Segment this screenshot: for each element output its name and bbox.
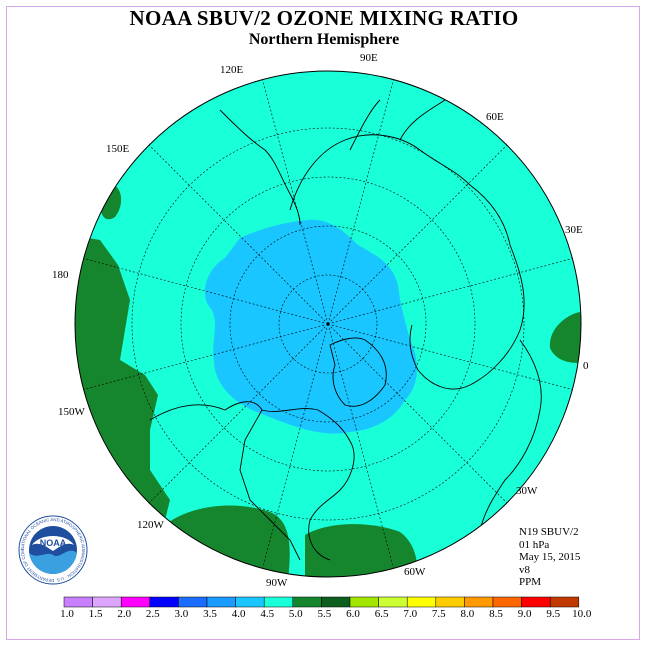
colorbar-swatch [178, 596, 208, 608]
colorbar-tick-label: 7.5 [431, 608, 446, 620]
colorbar-tick-label: 2.0 [117, 608, 132, 620]
lon-label-90e: 90E [360, 52, 378, 64]
noaa-logo: NOAA NATIONAL OCEANIC AND ATMOSPHERIC AD… [18, 515, 88, 585]
hemisphere-outline [74, 70, 582, 578]
colorbar-tick-label: 9.0 [517, 608, 532, 620]
lon-label-150e: 150E [106, 143, 130, 155]
high-region-pacific [75, 235, 170, 560]
info-level: 01 hPa [519, 538, 550, 551]
colorbar-swatch [321, 596, 351, 608]
latitude-circle-4 [131, 127, 525, 521]
lon-label-150w: 150W [58, 406, 86, 418]
coastline-asia-east [219, 109, 301, 226]
colorbar-swatch [435, 596, 465, 608]
info-units: PPM [519, 576, 542, 588]
colorbar-tick-label: 6.0 [346, 608, 360, 620]
colorbar-tick-label: 9.5 [546, 608, 561, 620]
colorbar-swatch [549, 596, 580, 608]
lon-label-60e: 60E [486, 111, 504, 123]
lon-label-120e: 120E [220, 64, 244, 76]
coastline-africa [479, 339, 542, 531]
colorbar-swatch [492, 596, 522, 608]
colorbar-tick-label: 10.0 [572, 608, 592, 620]
lon-label-180: 180 [52, 269, 69, 281]
logo-text: NOAA [40, 538, 67, 548]
lon-label-120w: 120W [137, 519, 165, 531]
high-region-atlantic [305, 524, 418, 577]
info-version: v8 [519, 563, 530, 576]
colorbar-tick-label: 8.5 [489, 608, 503, 620]
lon-label-0: 0 [583, 360, 589, 372]
colorbar-swatch [464, 596, 494, 608]
colorbar-swatch [206, 596, 236, 608]
colorbar-swatch [235, 596, 265, 608]
colorbar-swatch [292, 596, 322, 608]
colorbar-tick-label: 4.5 [260, 608, 275, 620]
coastline-eurasia [289, 99, 525, 390]
colorbar-tick-label: 2.5 [145, 608, 160, 620]
colorbar-tick-label: 5.5 [317, 608, 332, 620]
latitude-circle-1 [278, 274, 378, 374]
colorbar-tick-label: 3.5 [203, 608, 217, 620]
colorbar-swatch [406, 596, 437, 608]
colorbar-swatch [263, 596, 294, 608]
colorbar-tick-label: 1.0 [60, 608, 74, 620]
colorbar-tick-label: 1.5 [88, 608, 103, 620]
coastline-north-america [149, 401, 355, 561]
colorbar-swatch [63, 596, 93, 608]
colorbar-swatch [349, 596, 379, 608]
lon-label-30w: 30W [516, 485, 538, 497]
colorbar-swatch [378, 596, 408, 608]
colorbar [63, 596, 580, 608]
colorbar-tick-label: 3.0 [174, 608, 189, 620]
coastline-greenland [329, 337, 387, 407]
colorbar-tick-label: 5.0 [288, 608, 303, 620]
info-satellite: N19 SBUV/2 [519, 526, 579, 538]
colorbar-tick-label: 6.5 [374, 608, 389, 620]
info-date: May 15, 2015 [519, 551, 581, 563]
info-block: N19 SBUV/2 01 hPa May 15, 2015 v8 PPM [519, 526, 580, 589]
figure-frame [6, 6, 640, 640]
lon-label-90w: 90W [266, 577, 288, 589]
low-region-polar [204, 219, 417, 434]
high-region-europe [549, 312, 581, 363]
high-region-north-america [165, 505, 290, 577]
colorbar-tick-label: 8.0 [460, 608, 475, 620]
map-title: NOAA SBUV/2 OZONE MIXING RATIO [129, 6, 519, 30]
colorbar-swatch [521, 596, 551, 608]
lon-label-30e: 30E [565, 224, 583, 236]
colorbar-swatch [149, 596, 179, 608]
map-subtitle: Northern Hemisphere [248, 31, 400, 48]
colorbar-swatch [92, 596, 122, 608]
colorbar-tick-label: 4.0 [231, 608, 246, 620]
lon-label-60w: 60W [404, 566, 426, 578]
colorbar-swatch [120, 596, 151, 608]
colorbar-tick-label: 7.0 [403, 608, 418, 620]
latitude-circle-2 [229, 225, 427, 423]
latitude-circle-3 [180, 176, 476, 472]
